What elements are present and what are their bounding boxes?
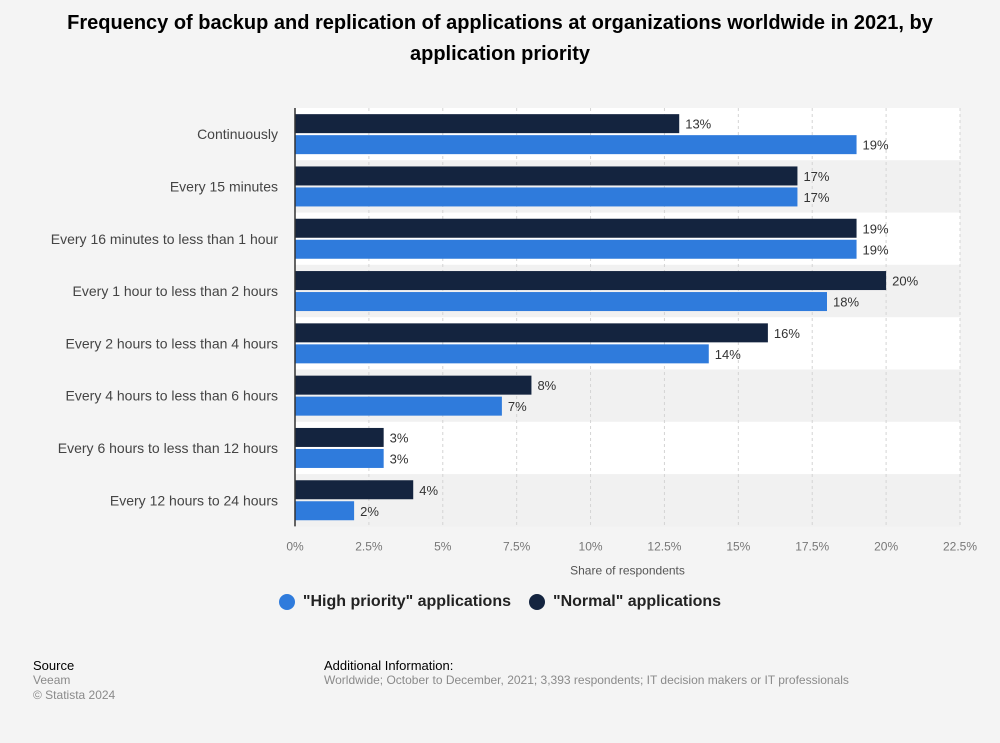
data-label: 4% xyxy=(419,483,438,498)
bar xyxy=(295,271,887,291)
data-label: 13% xyxy=(685,117,711,132)
x-tick-label: 15% xyxy=(726,539,750,553)
additional-info-heading: Additional Information: xyxy=(324,658,454,673)
legend-item-high-priority[interactable]: "High priority" applications xyxy=(278,593,511,611)
additional-info-text: Worldwide; October to December, 2021; 3,… xyxy=(324,673,849,687)
category-label: Every 2 hours to less than 4 hours xyxy=(66,335,278,351)
data-label: 19% xyxy=(863,221,889,236)
legend-label-high-priority: "High priority" applications xyxy=(302,593,511,610)
x-tick-label: 22.5% xyxy=(943,539,977,553)
data-label: 19% xyxy=(863,138,889,153)
legend-label-normal: "Normal" applications xyxy=(552,593,722,610)
bar xyxy=(295,166,798,186)
data-label: 3% xyxy=(390,451,409,466)
row-band xyxy=(295,421,960,475)
bar xyxy=(295,427,384,447)
category-label: Every 16 minutes to less than 1 hour xyxy=(51,231,279,247)
additional-info-block: Additional Information: Worldwide; Octob… xyxy=(324,658,849,688)
x-tick-label: 12.5% xyxy=(647,539,681,553)
x-tick-label: 0% xyxy=(286,539,304,553)
bar-chart: 0% 2.5% 5% 7.5% 10% 12.5% 15% 17.5% 20% 22.5% Cont… xyxy=(51,108,977,577)
category-label: Every 15 minutes xyxy=(170,178,278,194)
legend: "High priority" applications "Normal" ap… xyxy=(0,593,1000,611)
bar xyxy=(295,323,768,343)
data-label: 7% xyxy=(508,399,527,414)
legend-dot-normal xyxy=(528,594,545,610)
category-label: Continuously xyxy=(197,126,278,142)
bar xyxy=(295,135,857,155)
x-tick-label: 7.5% xyxy=(503,539,531,553)
bar xyxy=(295,448,384,468)
bar xyxy=(295,218,857,238)
category-label: Every 1 hour to less than 2 hours xyxy=(73,283,278,299)
category-label: Every 12 hours to 24 hours xyxy=(110,492,278,508)
chart-title: Frequency of backup and replication of a… xyxy=(67,12,933,65)
data-label: 14% xyxy=(715,347,741,362)
legend-item-normal[interactable]: "Normal" applications xyxy=(528,593,722,611)
category-label: Every 6 hours to less than 12 hours xyxy=(58,440,278,456)
bar xyxy=(295,292,827,312)
x-tick-label: 17.5% xyxy=(795,539,829,553)
copyright[interactable]: © Statista 2024 xyxy=(33,688,116,702)
x-axis-title: Share of respondents xyxy=(570,563,685,577)
bar xyxy=(295,344,709,364)
category-label: Every 4 hours to less than 6 hours xyxy=(66,388,278,404)
legend-dot-high-priority xyxy=(278,594,295,610)
bar xyxy=(295,114,680,134)
data-label: 17% xyxy=(803,169,829,184)
x-tick-label: 5% xyxy=(434,539,452,553)
data-label: 16% xyxy=(774,326,800,341)
data-label: 19% xyxy=(863,242,889,257)
data-label: 18% xyxy=(833,295,859,310)
bar xyxy=(295,396,502,416)
data-label: 2% xyxy=(360,504,379,519)
bar xyxy=(295,480,414,500)
data-label: 8% xyxy=(537,378,556,393)
bar xyxy=(295,239,857,259)
data-label: 20% xyxy=(892,274,918,289)
source-heading: Source xyxy=(33,658,75,673)
source-block: Source Veeam © Statista 2024 xyxy=(33,658,115,703)
source-name[interactable]: Veeam xyxy=(33,673,71,687)
x-tick-label: 2.5% xyxy=(355,539,383,553)
x-tick-label: 10% xyxy=(579,539,603,553)
bar xyxy=(295,375,532,395)
data-label: 17% xyxy=(803,190,829,205)
x-tick-label: 20% xyxy=(874,539,898,553)
bar xyxy=(295,187,798,207)
data-label: 3% xyxy=(390,430,409,445)
bar xyxy=(295,501,355,521)
